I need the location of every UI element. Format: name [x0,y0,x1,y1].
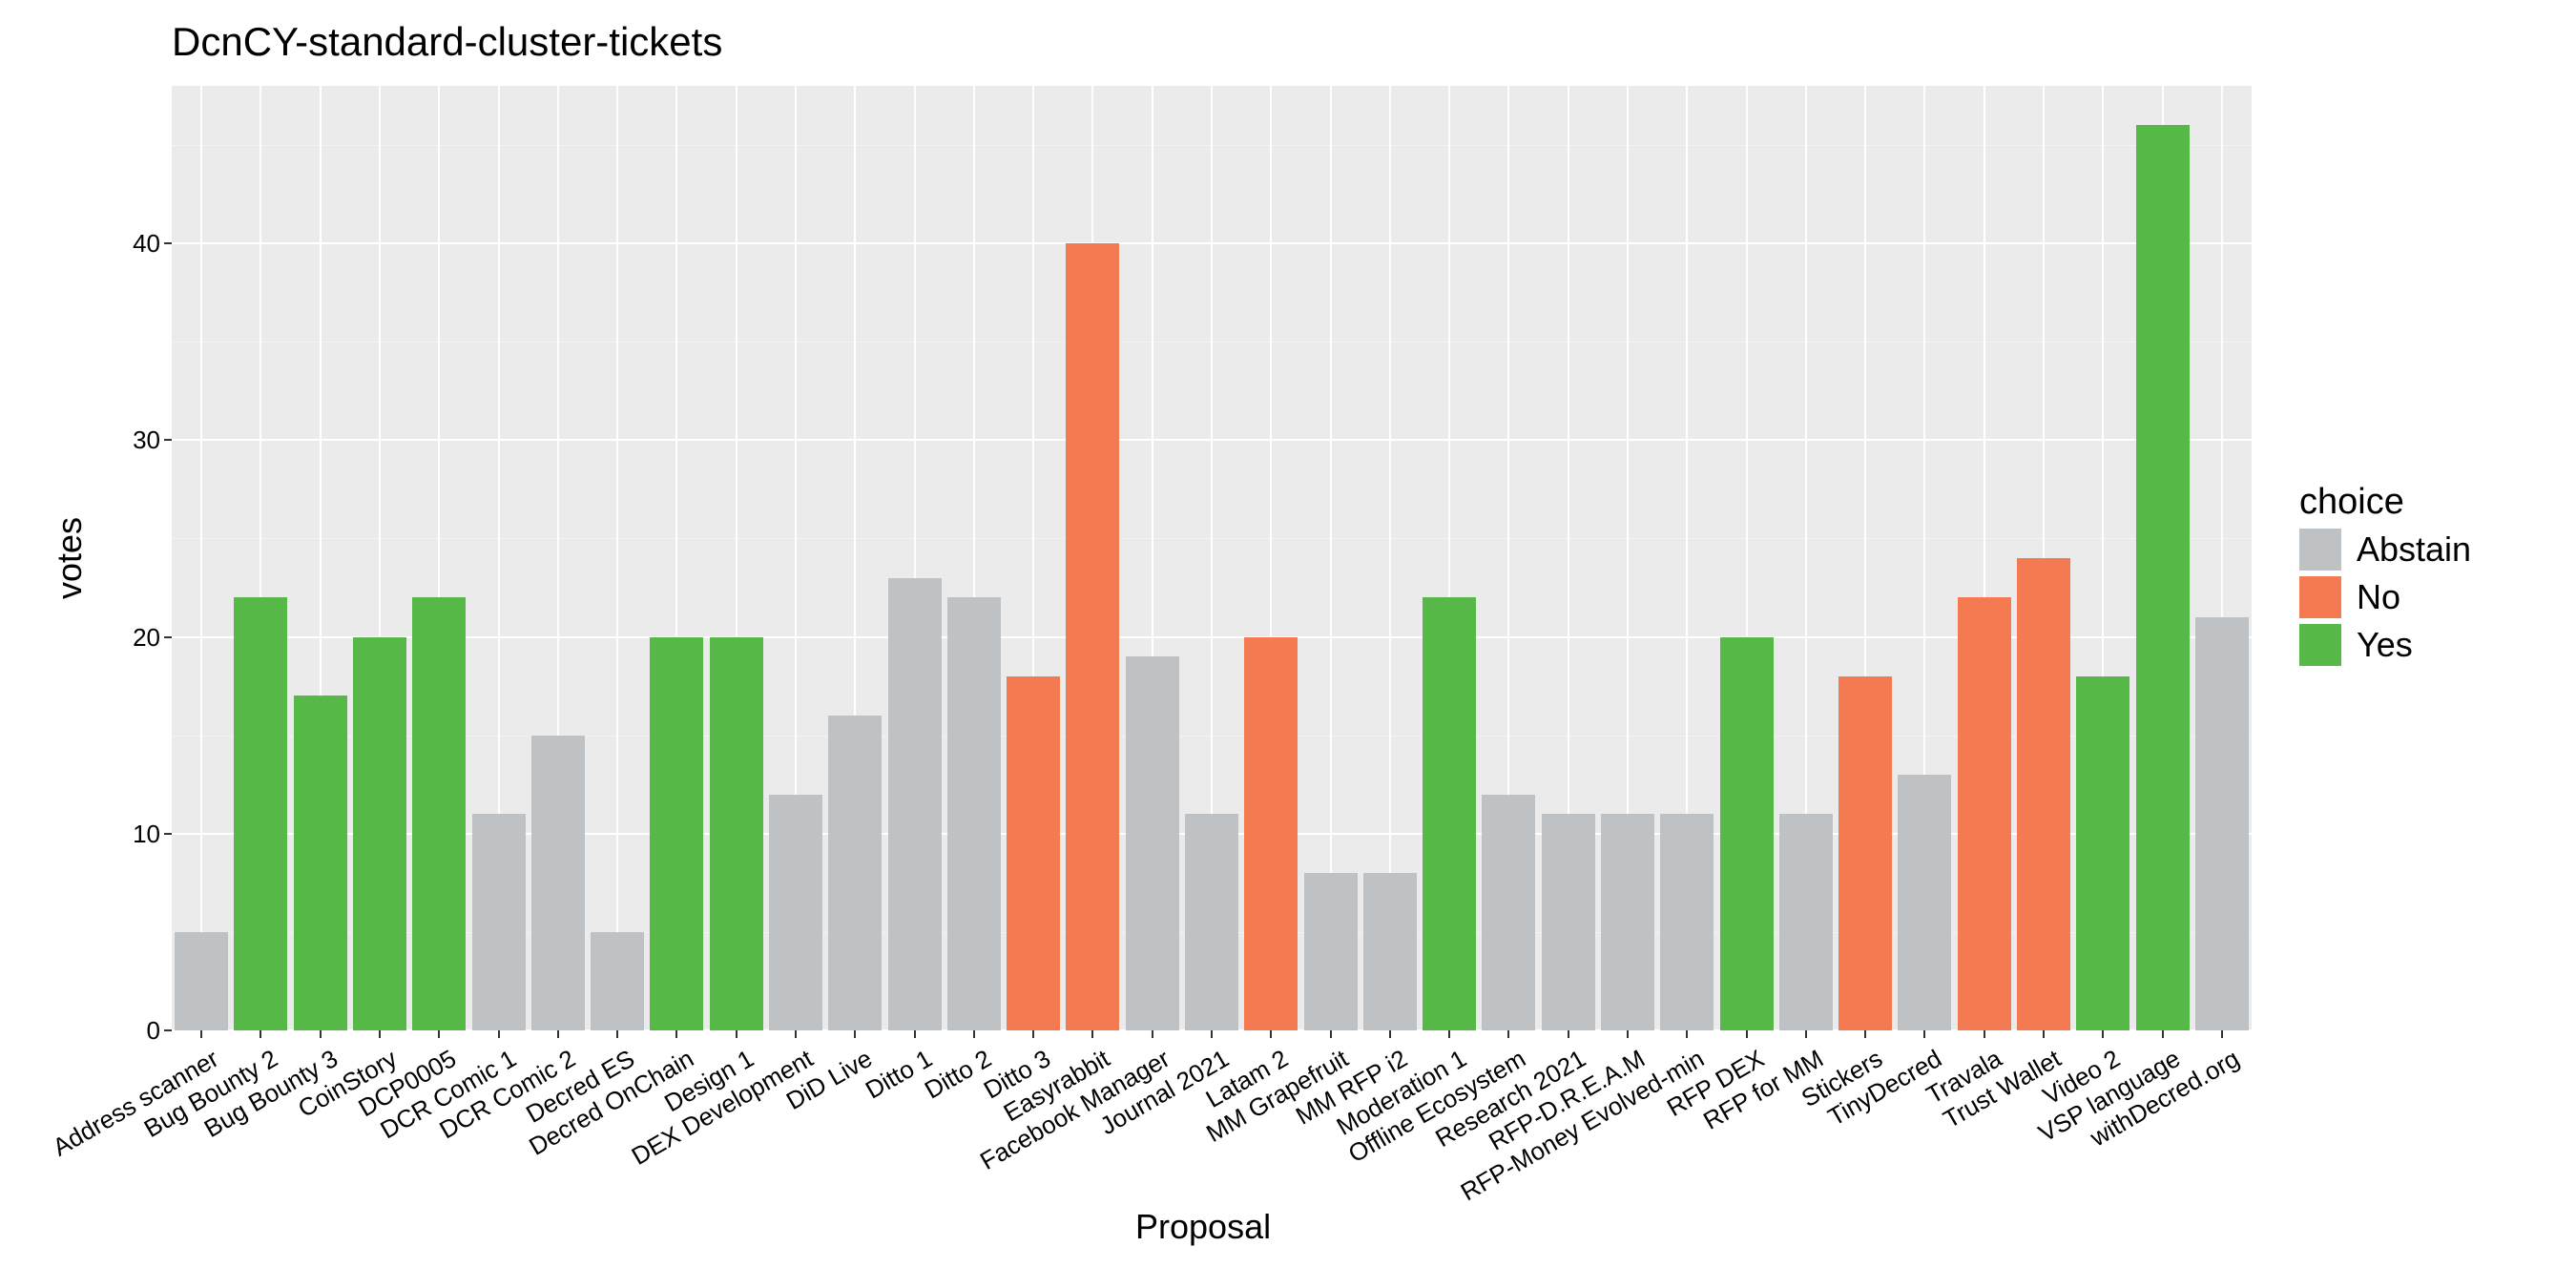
x-tick [1864,1030,1866,1038]
x-tick [1984,1030,1985,1038]
y-tick [164,242,172,244]
x-tick [260,1030,261,1038]
bar [1779,814,1833,1030]
legend-swatch [2299,529,2341,571]
bar [1958,597,2011,1030]
bar [1839,676,1892,1030]
legend-title: choice [2299,482,2471,523]
x-tick [1032,1030,1034,1038]
chart-title: DcnCY-standard-cluster-tickets [172,19,722,65]
x-tick [736,1030,737,1038]
bar [1007,676,1060,1030]
bar [2136,125,2190,1030]
legend-item: No [2299,576,2471,618]
x-tick [1805,1030,1807,1038]
bar [2076,676,2129,1030]
legend-label: Yes [2357,625,2413,665]
x-tick [1211,1030,1213,1038]
x-tick [1627,1030,1629,1038]
x-tick [1746,1030,1748,1038]
bar [828,716,882,1030]
bar [353,637,406,1031]
bar [710,637,763,1031]
x-tick [200,1030,202,1038]
bar [1066,243,1119,1030]
y-tick [164,833,172,835]
y-tick [164,1029,172,1031]
x-tick [795,1030,797,1038]
y-tick [164,439,172,441]
y-tick-label: 10 [103,820,160,849]
bar [1601,814,1654,1030]
legend-swatch [2299,576,2341,618]
legend-label: Abstain [2357,530,2471,570]
bar [947,597,1001,1030]
y-tick-label: 20 [103,623,160,653]
legend-item: Abstain [2299,529,2471,571]
x-tick [1507,1030,1509,1038]
bar [1660,814,1714,1030]
y-tick-label: 30 [103,426,160,455]
bar [769,795,822,1031]
bar [412,597,466,1030]
bar [531,736,585,1030]
bar [1423,597,1476,1030]
x-tick [914,1030,916,1038]
x-tick [2102,1030,2104,1038]
bar [591,932,644,1030]
x-tick [1152,1030,1153,1038]
x-tick [1389,1030,1391,1038]
x-tick [1686,1030,1688,1038]
x-tick [379,1030,381,1038]
x-tick [1923,1030,1925,1038]
x-tick [1568,1030,1569,1038]
gridline-v [616,86,618,1030]
bar [175,932,228,1030]
bar [294,696,347,1030]
x-tick [557,1030,559,1038]
bar [888,578,942,1030]
bar [234,597,287,1030]
legend-swatch [2299,624,2341,666]
gridline-v [200,86,202,1030]
x-tick [854,1030,856,1038]
bar [1542,814,1595,1030]
bar [1898,775,1951,1030]
bar [1185,814,1238,1030]
x-tick [2162,1030,2164,1038]
y-tick [164,636,172,638]
x-tick [973,1030,975,1038]
bar [1720,637,1774,1031]
x-tick [2043,1030,2045,1038]
x-tick [1448,1030,1450,1038]
bar [1304,873,1358,1030]
x-axis-label: Proposal [1135,1207,1271,1247]
bar [1126,656,1179,1030]
x-tick [498,1030,500,1038]
x-tick [320,1030,322,1038]
legend: choice Abstain No Yes [2299,482,2471,666]
bar [472,814,526,1030]
x-tick [1270,1030,1272,1038]
y-tick-label: 40 [103,229,160,259]
y-tick-label: 0 [103,1016,160,1046]
bar [2195,617,2249,1030]
bar [1244,637,1298,1031]
legend-label: No [2357,577,2400,617]
x-tick [2221,1030,2223,1038]
bar [650,637,703,1031]
y-axis-label: votes [50,517,90,599]
bar [1363,873,1417,1030]
bar [2017,558,2070,1030]
x-tick [1330,1030,1332,1038]
x-tick [616,1030,618,1038]
x-tick [438,1030,440,1038]
bar [1482,795,1535,1031]
plot-area [172,86,2252,1030]
x-tick [675,1030,677,1038]
x-tick [1091,1030,1093,1038]
legend-item: Yes [2299,624,2471,666]
